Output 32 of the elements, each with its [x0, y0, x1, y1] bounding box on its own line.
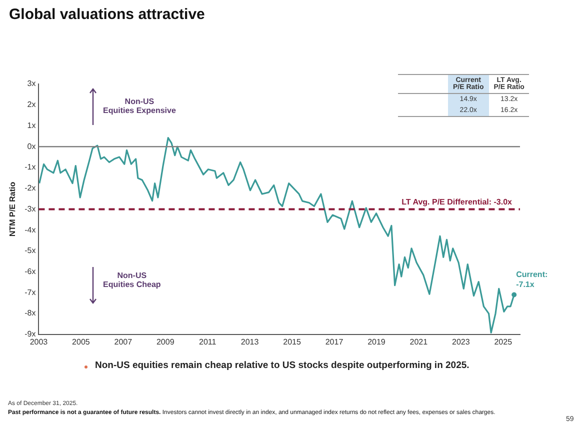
text: Non-US equities remain cheap relative to US stocks despite outperforming in 2025. — [95, 360, 470, 371]
y-tick-label: 2x — [27, 100, 36, 110]
x-tick-label: 2025 — [494, 337, 513, 346]
x-tick-label: 2007 — [114, 337, 133, 346]
x-tick-label: 2013 — [240, 337, 260, 346]
x-tick-label: 2015 — [283, 337, 302, 346]
y-tick-label: -2x — [24, 184, 36, 193]
x-tick-label: 2019 — [368, 337, 386, 346]
x-tick-label: 2009 — [156, 337, 175, 346]
y-axis-title: NTM P/E Ratio — [8, 182, 18, 237]
y-tick-label: -4x — [24, 225, 36, 234]
ref-line-label: LT Avg. P/E Differential: -3.0x — [402, 197, 513, 206]
y-tick-label: 3x — [27, 79, 36, 88]
chart-title: Global valuations attractive — [9, 6, 205, 23]
x-tick-label: 2021 — [410, 337, 428, 346]
annotation: Current: -7.1x — [516, 270, 548, 289]
y-tick-label: -8x — [24, 308, 36, 318]
y-tick-label: 0x — [27, 142, 36, 151]
y-tick-label: -9x — [24, 330, 36, 339]
x-tick-label: 2011 — [198, 337, 217, 346]
y-tick-label: 1x — [27, 120, 36, 130]
y-tick-label: -1x — [24, 162, 36, 172]
y-tick-label: -5x — [24, 246, 36, 256]
y-tick-label: -6x — [24, 267, 36, 276]
y-tick-label: -7x — [24, 288, 36, 297]
x-tick-label: 2003 — [30, 337, 48, 346]
x-tick-label: 2023 — [452, 337, 470, 346]
annotation: Non-US Equities Expensive — [103, 97, 176, 115]
x-tick-label: 2017 — [325, 337, 344, 346]
y-tick-label: -3x — [24, 204, 36, 214]
x-tick-label: 2005 — [72, 337, 90, 346]
annotation: Non-US Equities Cheap — [103, 271, 161, 289]
